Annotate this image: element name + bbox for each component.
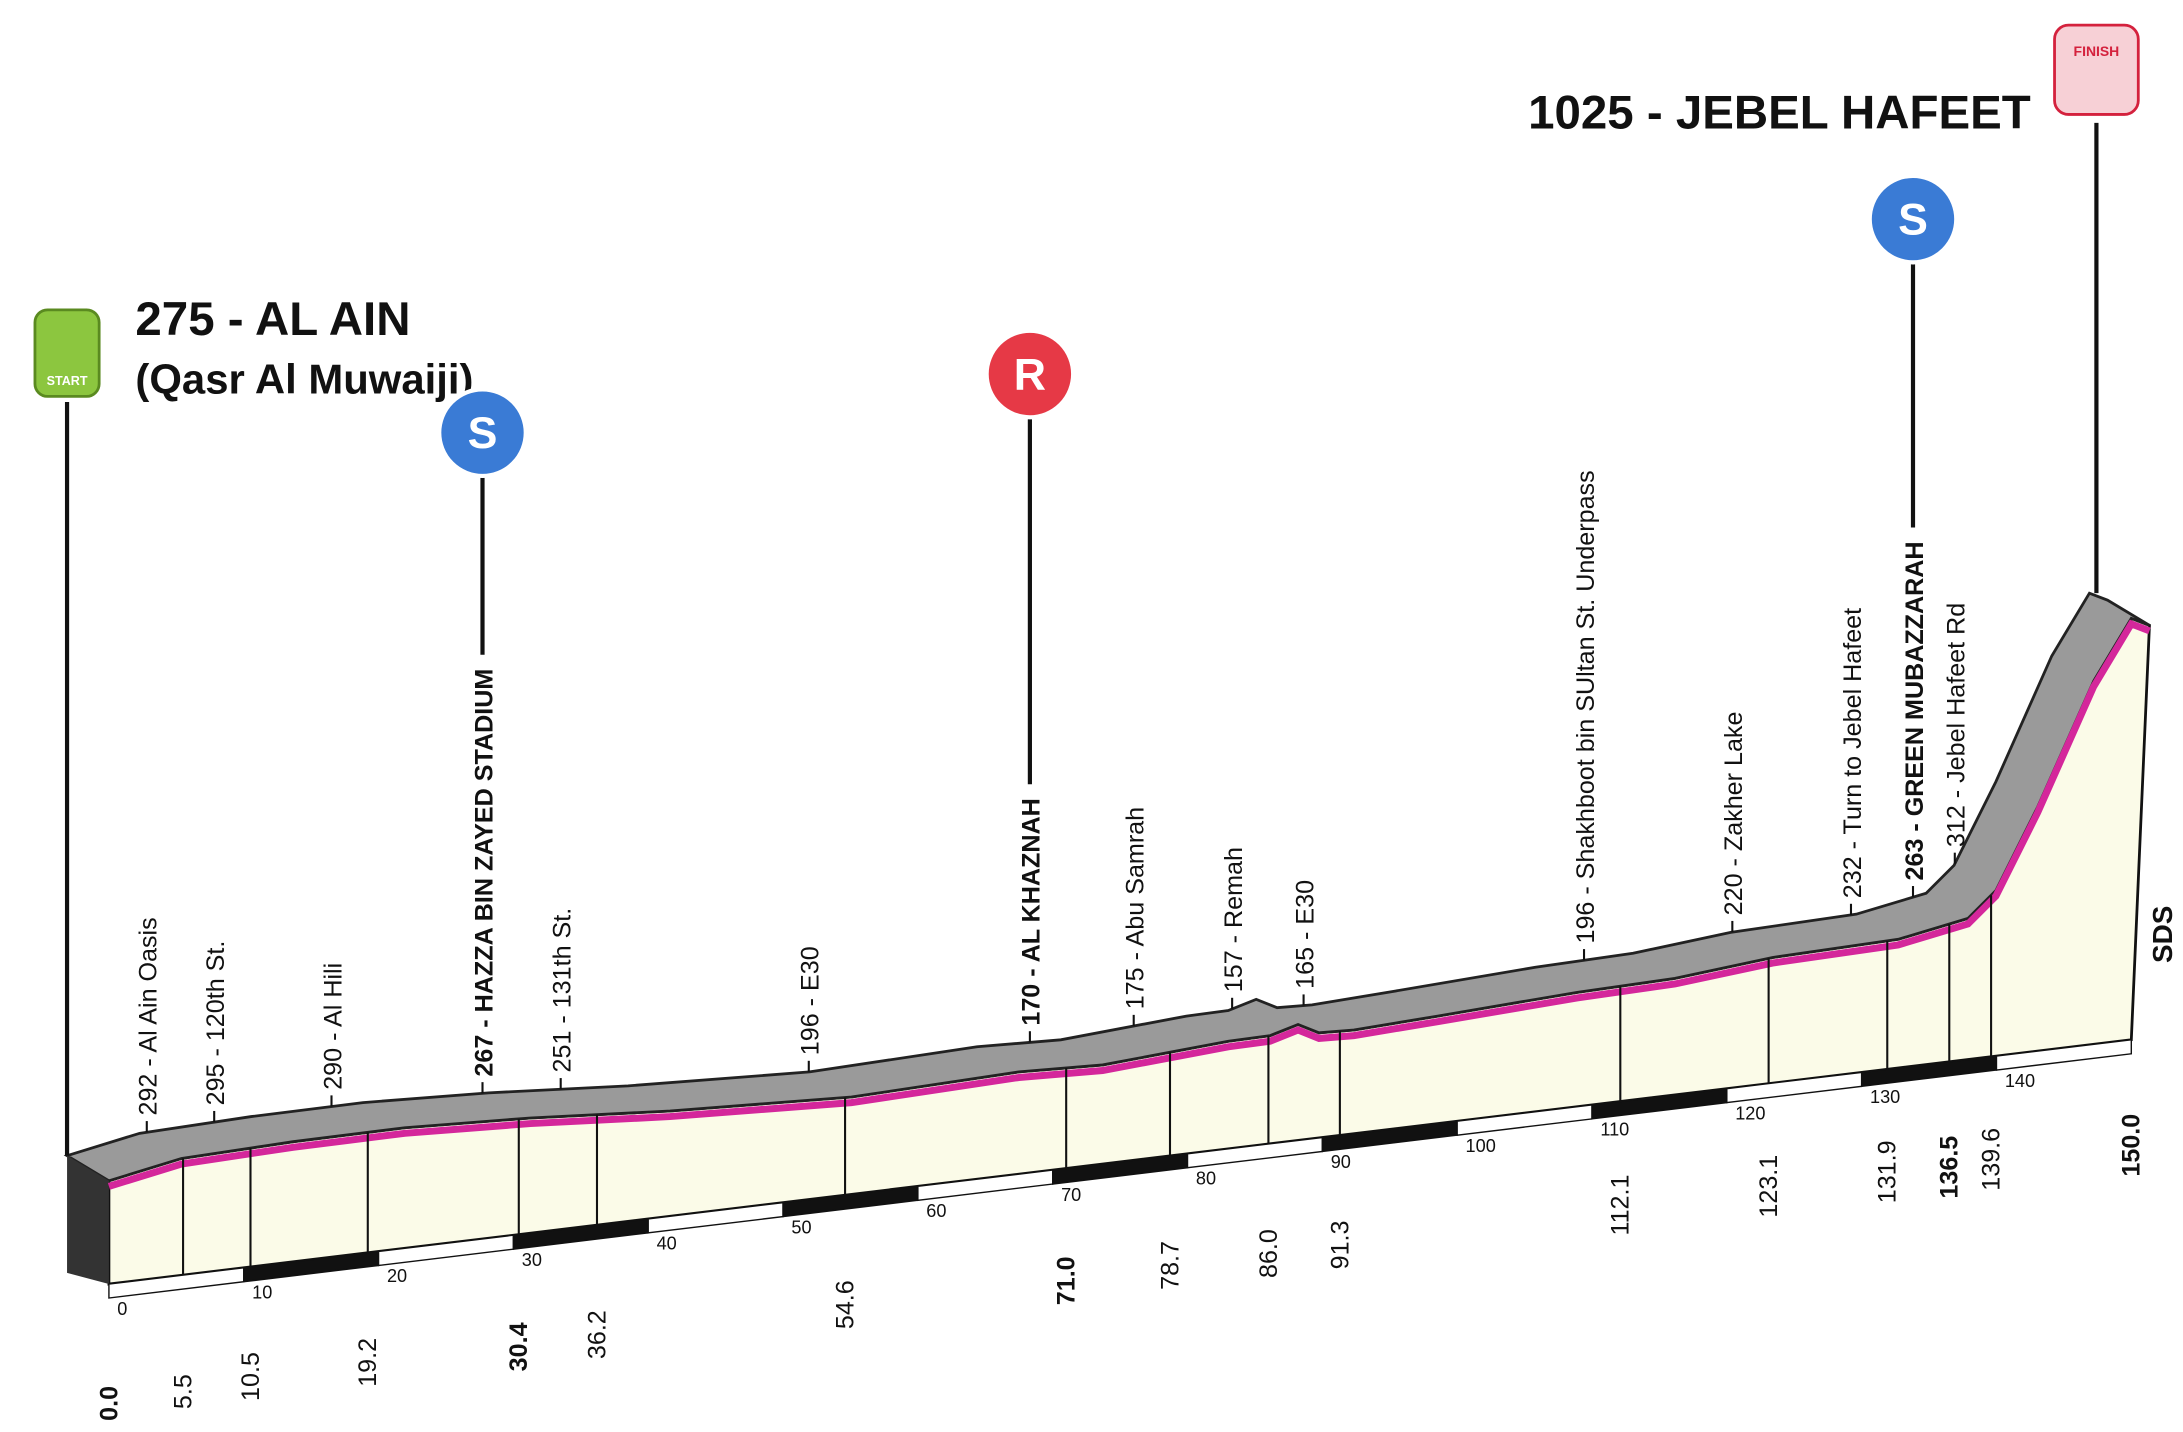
km-tick-label: 120 — [1735, 1103, 1765, 1123]
km-label: 136.5 — [1936, 1136, 1964, 1199]
km-tick-label: 70 — [1061, 1185, 1081, 1205]
km-label: 91.3 — [1326, 1221, 1354, 1270]
km-tick-label: 90 — [1331, 1152, 1351, 1172]
badge — [437, 387, 528, 479]
point-label: 290 - Al Hili — [319, 963, 347, 1090]
km-label: 10.5 — [237, 1352, 265, 1401]
km-label: 78.7 — [1156, 1241, 1184, 1290]
brand: SDS — [2147, 906, 2178, 963]
profile — [63, 591, 2151, 1299]
point-label: 263 - GREEN MUBAZZARAH — [1901, 541, 1929, 880]
start-badge-text: START — [47, 374, 88, 388]
point-label: 292 - Al Ain Oasis — [135, 917, 163, 1115]
point-label: 312 - Jebel Hafeet Rd — [1943, 603, 1971, 847]
km-tick-label: 10 — [252, 1282, 272, 1302]
badge — [1867, 173, 1959, 265]
point-label: 220 - Zakher Lake — [1720, 712, 1748, 916]
km-label: 5.5 — [169, 1374, 197, 1409]
km-tick-label: 80 — [1196, 1168, 1216, 1188]
km-label: 86.0 — [1255, 1229, 1283, 1278]
km-label: 19.2 — [354, 1338, 382, 1387]
km-tick-label: 30 — [522, 1250, 542, 1270]
km-label: 0.0 — [95, 1386, 123, 1421]
finish-title: 1025 - JEBEL HAFEET — [1528, 86, 2031, 139]
km-label: 112.1 — [1607, 1175, 1635, 1236]
point-label: 267 - HAZZA BIN ZAYED STADIUM — [470, 669, 498, 1077]
start-badge — [33, 308, 101, 398]
route-line — [107, 619, 2151, 1190]
start-title: 275 - AL AIN — [135, 293, 410, 346]
km-label: 36.2 — [583, 1310, 611, 1359]
km-tick-label: 40 — [657, 1234, 677, 1254]
km-label: 54.6 — [831, 1280, 859, 1329]
km-label: 30.4 — [505, 1322, 533, 1371]
km-label: 123.1 — [1755, 1155, 1783, 1218]
point-label: 295 - 120th St. — [202, 941, 230, 1106]
badge-text: S — [1898, 195, 1928, 244]
km-tick-label: 20 — [387, 1266, 407, 1286]
km-strip — [1995, 1039, 2133, 1071]
km-label: 71.0 — [1053, 1256, 1081, 1305]
km-tick-label: 60 — [926, 1201, 946, 1221]
badge — [984, 328, 1076, 420]
km-label: 139.6 — [1977, 1128, 2005, 1191]
point-label: 196 - Shakhboot bin SUltan St. Underpass — [1572, 470, 1600, 943]
km-tick-label: 130 — [1870, 1087, 1900, 1107]
start-subtitle: (Qasr Al Muwaiji) — [135, 356, 473, 403]
km-tick-label: 50 — [791, 1217, 811, 1237]
point-label: 196 - E30 — [797, 946, 825, 1055]
top-surface — [63, 591, 2151, 1183]
km-tick-label: 100 — [1466, 1136, 1496, 1156]
left-face — [67, 1155, 109, 1285]
km-tick-label: 140 — [2005, 1071, 2035, 1091]
km-label: 131.9 — [1874, 1140, 1902, 1203]
km-tick-label: 0 — [117, 1299, 127, 1319]
point-label: 232 - Turn to Jebel Hafeet — [1839, 608, 1867, 898]
point-label: 251 - 131th St. — [548, 908, 576, 1073]
badge-text: S — [468, 409, 498, 458]
km-tick-label: 110 — [1600, 1120, 1629, 1140]
point-label: 175 - Abu Samrah — [1121, 807, 1149, 1009]
point-label: 170 - AL KHAZNAH — [1018, 798, 1046, 1025]
finish-badge — [2053, 23, 2140, 116]
finish-badge-text: FINISH — [2074, 43, 2120, 59]
point-label: 165 - E30 — [1291, 880, 1319, 989]
badge-text: R — [1014, 350, 1046, 399]
km-label: 150.0 — [2118, 1114, 2146, 1177]
point-label: 157 - Remah — [1220, 847, 1248, 992]
